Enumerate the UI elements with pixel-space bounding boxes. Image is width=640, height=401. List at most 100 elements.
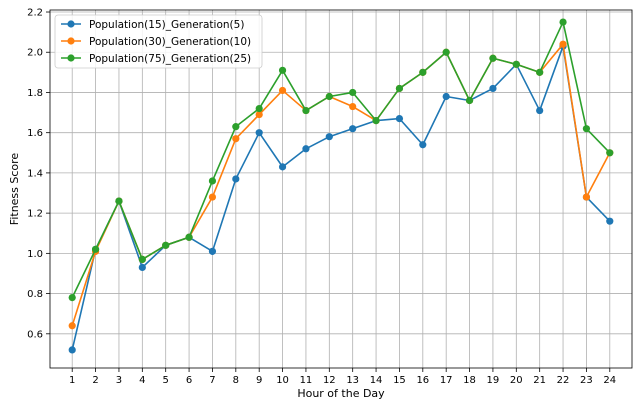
data-point bbox=[232, 135, 240, 143]
data-point bbox=[68, 346, 76, 354]
series-layer bbox=[68, 18, 614, 354]
data-point bbox=[115, 197, 123, 205]
data-point bbox=[349, 102, 357, 111]
x-tick-label: 9 bbox=[256, 375, 262, 386]
x-tick-label: 2 bbox=[92, 375, 98, 386]
legend-label: Population(15)_Generation(5) bbox=[89, 19, 244, 31]
data-point bbox=[582, 125, 591, 133]
data-point bbox=[325, 133, 333, 141]
data-point bbox=[162, 241, 170, 249]
legend-label: Population(75)_Generation(25) bbox=[89, 53, 251, 65]
x-tick-label: 12 bbox=[323, 375, 336, 386]
x-tick-label: 18 bbox=[463, 375, 476, 386]
grid bbox=[50, 10, 632, 368]
data-point bbox=[255, 104, 263, 113]
series-line bbox=[71, 21, 611, 298]
y-axis-label: Fitness Score bbox=[8, 153, 21, 226]
x-tick-label: 20 bbox=[510, 375, 523, 386]
x-tick-label: 21 bbox=[533, 375, 546, 386]
data-point bbox=[372, 117, 380, 125]
data-point bbox=[302, 145, 310, 153]
data-point bbox=[208, 177, 217, 185]
data-point bbox=[138, 263, 146, 272]
x-tick-label: 11 bbox=[300, 375, 313, 386]
x-tick-label: 13 bbox=[346, 375, 359, 386]
x-tick-label: 14 bbox=[370, 375, 383, 386]
x-axis-label: Hour of the Day bbox=[297, 387, 385, 400]
data-point bbox=[68, 322, 76, 330]
x-tick-label: 10 bbox=[276, 375, 289, 386]
x-tick-label: 3 bbox=[116, 375, 122, 386]
series-line bbox=[71, 45, 611, 351]
series-2 bbox=[68, 40, 614, 330]
data-point bbox=[512, 60, 520, 68]
data-point bbox=[419, 141, 427, 149]
legend-marker bbox=[67, 37, 75, 45]
x-tick-label: 15 bbox=[393, 375, 406, 386]
y-tick-label: 1.0 bbox=[27, 249, 43, 260]
x-tick-label: 7 bbox=[209, 375, 215, 386]
x-tick-label: 1 bbox=[69, 375, 75, 386]
data-point bbox=[255, 110, 263, 119]
data-point bbox=[138, 255, 146, 263]
data-point bbox=[278, 86, 287, 95]
legend: Population(15)_Generation(5) Population(3… bbox=[54, 14, 263, 69]
legend-marker bbox=[67, 54, 75, 62]
y-tick-label: 1.6 bbox=[27, 128, 43, 139]
legend-box bbox=[54, 14, 263, 69]
data-point bbox=[442, 48, 450, 56]
data-point bbox=[349, 88, 357, 97]
data-point bbox=[559, 40, 567, 48]
legend-marker bbox=[67, 20, 75, 28]
y-tick-label: 1.8 bbox=[27, 88, 43, 99]
data-point bbox=[606, 217, 614, 225]
y-tick-label: 1.2 bbox=[27, 209, 43, 220]
data-point bbox=[489, 84, 497, 93]
x-tick-label: 6 bbox=[186, 375, 192, 386]
data-point bbox=[278, 163, 287, 171]
x-tick-label: 4 bbox=[139, 375, 145, 386]
data-point bbox=[232, 123, 240, 131]
data-point bbox=[208, 193, 217, 201]
data-point bbox=[536, 106, 544, 115]
data-point bbox=[91, 245, 100, 253]
series-line bbox=[71, 43, 611, 327]
y-tick-label: 1.4 bbox=[27, 168, 43, 179]
data-point bbox=[278, 66, 287, 74]
data-point bbox=[582, 193, 591, 201]
data-point bbox=[68, 294, 76, 302]
data-point bbox=[302, 106, 310, 115]
data-point bbox=[395, 115, 404, 123]
data-point bbox=[606, 149, 614, 157]
y-tick-label: 2.2 bbox=[27, 8, 43, 19]
legend-label: Population(30)_Generation(10) bbox=[89, 36, 251, 48]
y-tick-label: 0.6 bbox=[27, 329, 43, 340]
legend-entry: Population(15)_Generation(5) bbox=[61, 19, 244, 31]
plot-area-frame bbox=[49, 9, 633, 369]
x-axis-ticks: 1 2 3 4 5 6 7 8 9 10 11 12 13 14 15 16 17 18 19 20 21 22 23 24 bbox=[69, 368, 616, 386]
x-tick-label: 22 bbox=[557, 375, 570, 386]
series-1 bbox=[68, 42, 614, 354]
data-point bbox=[255, 129, 263, 137]
x-tick-label: 24 bbox=[603, 375, 616, 386]
data-point bbox=[536, 68, 544, 76]
data-point bbox=[349, 125, 357, 133]
data-point bbox=[419, 68, 427, 76]
data-point bbox=[442, 92, 450, 101]
y-tick-label: 0.8 bbox=[27, 289, 43, 300]
data-point bbox=[232, 175, 240, 183]
data-point bbox=[465, 96, 474, 105]
x-tick-label: 16 bbox=[416, 375, 429, 386]
data-point bbox=[559, 18, 567, 26]
y-tick-label: 2.0 bbox=[27, 48, 43, 59]
legend-entry: Population(75)_Generation(25) bbox=[61, 53, 251, 65]
x-tick-label: 17 bbox=[440, 375, 453, 386]
data-point bbox=[208, 247, 217, 255]
y-axis-ticks: 0.6 0.8 1.0 1.2 1.4 1.6 1.8 2.0 2.2 bbox=[27, 8, 50, 340]
data-point bbox=[325, 92, 333, 101]
x-tick-label: 8 bbox=[233, 375, 239, 386]
x-tick-label: 19 bbox=[487, 375, 500, 386]
data-point bbox=[395, 84, 404, 93]
legend-entry: Population(30)_Generation(10) bbox=[61, 36, 251, 48]
